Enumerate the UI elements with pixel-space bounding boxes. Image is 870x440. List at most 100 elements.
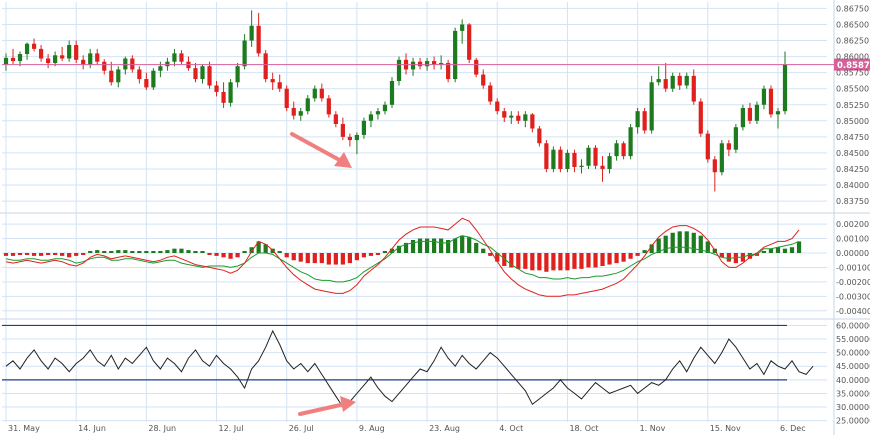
histogram-bar — [691, 232, 696, 253]
histogram-bar — [319, 253, 324, 264]
candle-body — [137, 69, 142, 80]
histogram-bar — [403, 242, 409, 253]
candle-body — [193, 68, 198, 80]
candle-body — [326, 98, 331, 115]
y-tick-label: 0.00200 — [836, 220, 869, 229]
candle-body — [642, 111, 647, 131]
candle-body — [305, 98, 310, 112]
candle-body — [74, 45, 79, 60]
histogram-bar — [193, 251, 198, 253]
candle-body — [333, 114, 338, 125]
candle-body — [586, 147, 591, 166]
histogram-bar — [453, 238, 458, 253]
histogram-bar — [200, 251, 205, 253]
candle-body — [10, 57, 16, 62]
candle-body — [361, 120, 367, 135]
y-tick-label: 55.00000 — [836, 335, 870, 344]
histogram-bar — [796, 241, 802, 253]
histogram-bar — [579, 253, 584, 269]
candle-body — [354, 134, 360, 141]
candle-body — [593, 147, 598, 166]
x-tick-label: 15. Nov — [710, 424, 741, 433]
histogram-bar — [95, 250, 100, 253]
y-tick-label: 25.00000 — [836, 417, 870, 426]
candle-body — [347, 136, 352, 141]
candle-body — [396, 59, 402, 81]
histogram-bar — [284, 253, 289, 258]
candle-body — [130, 58, 135, 70]
histogram-bar — [544, 253, 549, 272]
candle-body — [544, 143, 549, 169]
y-tick-label: 35.00000 — [836, 389, 870, 398]
candle-body — [151, 70, 156, 88]
histogram-bar — [600, 253, 605, 266]
histogram-bar — [558, 253, 563, 271]
histogram-bar — [389, 248, 395, 253]
histogram-bar — [488, 253, 493, 256]
histogram-bar — [551, 253, 556, 271]
candle-body — [116, 69, 121, 83]
histogram-bar — [17, 253, 23, 255]
histogram-bar — [340, 253, 345, 265]
candle-body — [460, 24, 465, 31]
candle-body — [663, 79, 668, 89]
histogram-bar — [621, 253, 626, 262]
histogram-bar — [495, 253, 500, 262]
candle-body — [614, 143, 619, 157]
candle-body — [417, 61, 423, 67]
candle-body — [123, 58, 128, 70]
y-tick-label: 0.85750 — [836, 69, 869, 78]
histogram-bar — [144, 251, 149, 253]
histogram-bar — [228, 253, 233, 259]
histogram-bar — [249, 247, 254, 253]
y-tick-label: 50.00000 — [836, 349, 870, 358]
histogram-bar — [565, 253, 570, 271]
histogram-bar — [698, 235, 703, 253]
histogram-bar — [123, 250, 128, 253]
histogram-bar — [460, 235, 465, 253]
macd-panel — [3, 217, 802, 297]
histogram-bar — [523, 253, 528, 269]
histogram-bar — [88, 251, 93, 253]
histogram-bar — [446, 240, 451, 253]
y-tick-label: 0.86750 — [836, 4, 869, 13]
histogram-bar — [516, 253, 521, 269]
histogram-bar — [347, 253, 352, 264]
x-tick-label: 23. Aug — [429, 424, 460, 433]
y-tick-label: 0.00100 — [836, 235, 869, 244]
candle-body — [410, 61, 416, 70]
candle-body — [158, 66, 163, 71]
histogram-bar — [46, 253, 51, 255]
candle-body — [256, 25, 261, 54]
candle-body — [670, 75, 675, 89]
macd-line — [5, 217, 800, 297]
histogram-bar — [263, 244, 268, 253]
candle-body — [67, 45, 72, 59]
y-tick-label: 0.84000 — [836, 181, 869, 190]
candle-body — [95, 53, 100, 62]
arrow-head — [334, 152, 352, 168]
histogram-bar — [628, 253, 633, 259]
candle-body — [747, 107, 753, 121]
histogram-bar — [663, 235, 668, 253]
histogram-bar — [235, 253, 240, 258]
candle-body — [600, 165, 605, 169]
histogram-bar — [417, 238, 423, 253]
histogram-bar — [291, 253, 296, 261]
histogram-bar — [424, 238, 430, 253]
candle-body — [474, 59, 479, 75]
histogram-bar — [186, 250, 191, 253]
histogram-bar — [719, 253, 724, 258]
candle-body — [228, 82, 233, 103]
candle-body — [53, 55, 58, 64]
candle-body — [565, 152, 570, 169]
histogram-bar — [256, 241, 261, 253]
candle-body — [179, 53, 184, 62]
candle-body — [319, 88, 324, 99]
histogram-bar — [481, 248, 486, 253]
candle-body — [24, 43, 30, 55]
histogram-bar — [670, 232, 675, 253]
histogram-bar — [509, 253, 514, 268]
y-tick-label: 45.00000 — [836, 362, 870, 371]
candle-body — [579, 165, 584, 168]
